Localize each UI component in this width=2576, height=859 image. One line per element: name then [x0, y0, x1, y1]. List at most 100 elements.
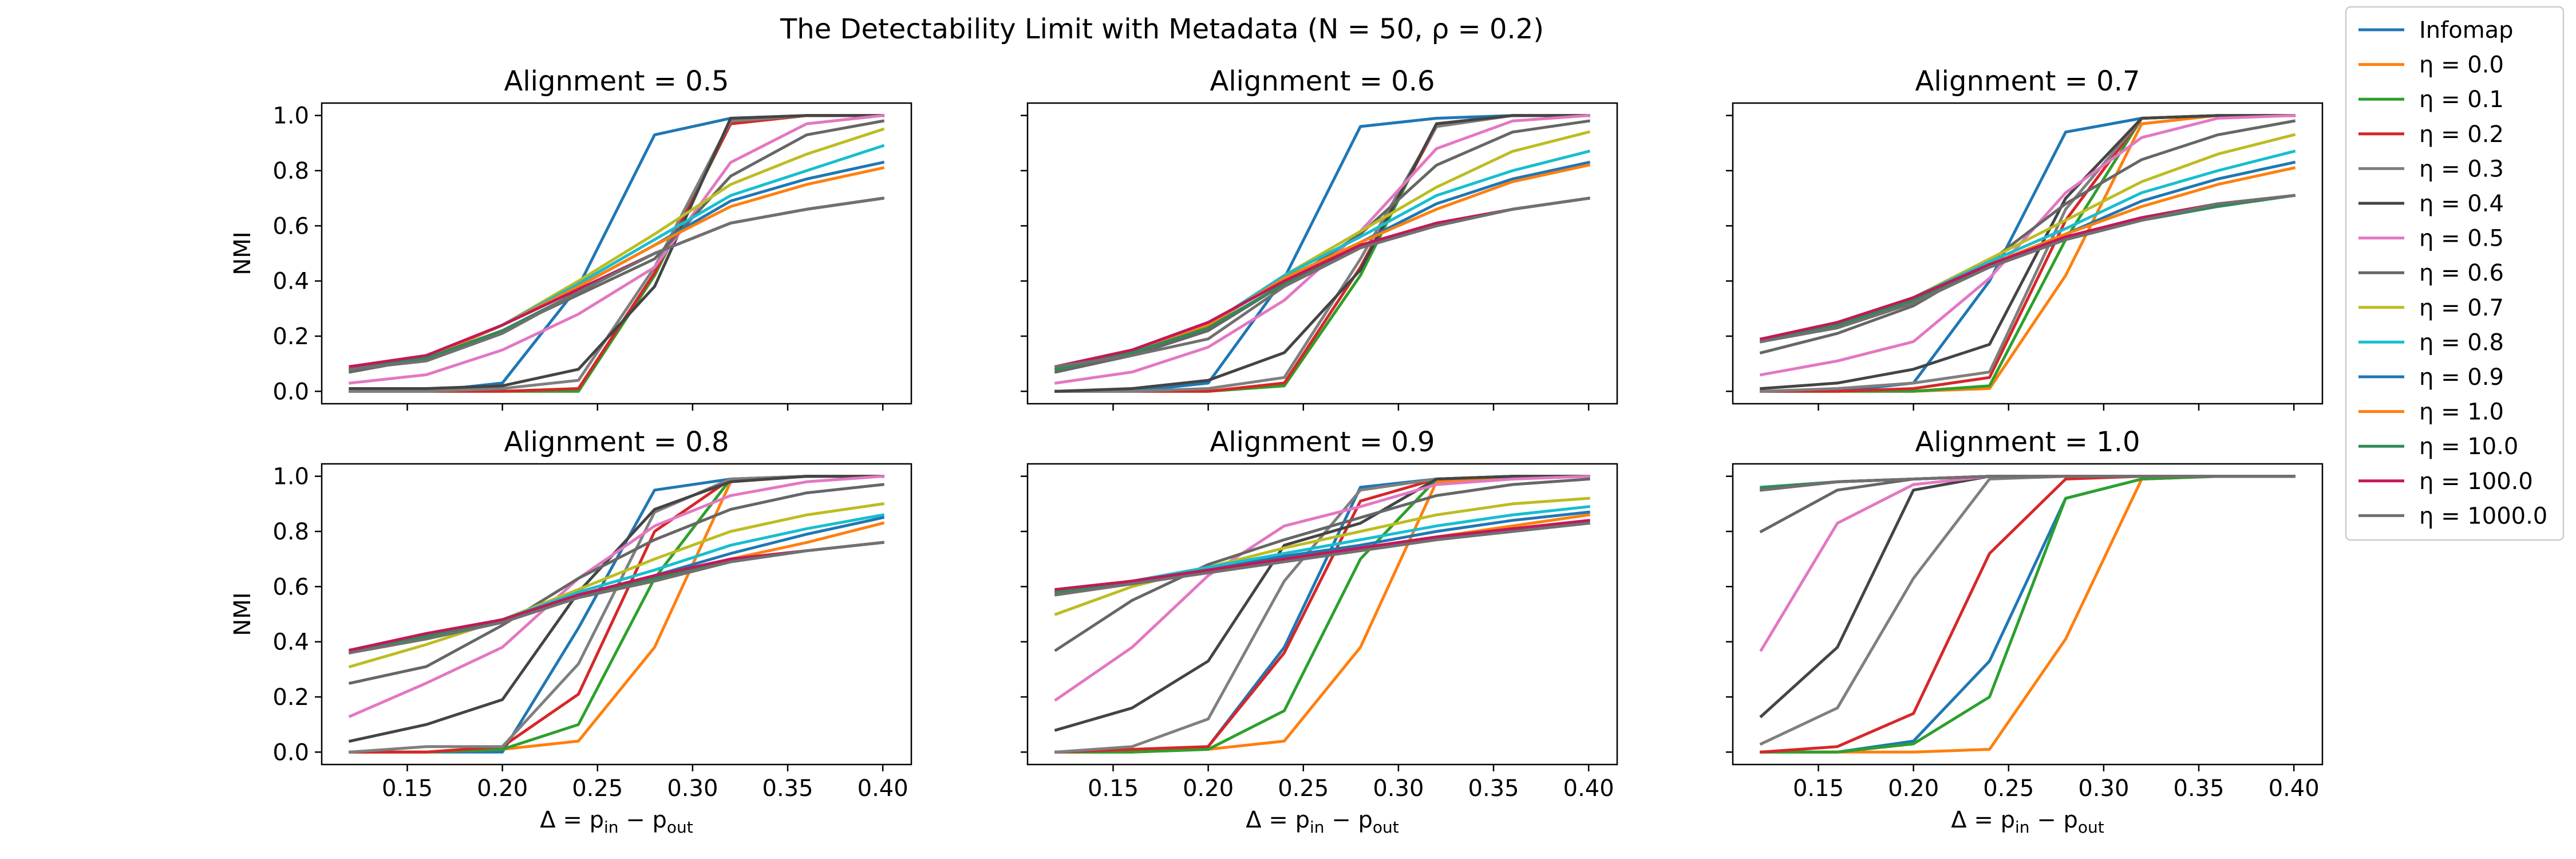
axes-frame — [1026, 102, 1618, 405]
subplot-2: Alignment = 0.6 — [1021, 65, 1618, 411]
legend-label: η = 0.2 — [2419, 121, 2504, 148]
series-line-eta-0-5 — [1759, 114, 2296, 377]
x-tick-label: 0.30 — [667, 775, 718, 802]
series-line-eta-0-6 — [1759, 119, 2296, 354]
legend-label: η = 0.1 — [2419, 86, 2504, 113]
y-tick-label: 0.0 — [272, 739, 309, 766]
series-line-eta-0-5 — [1054, 475, 1590, 702]
legend-label: η = 0.8 — [2419, 329, 2504, 356]
subplot-title: Alignment = 1.0 — [1915, 426, 2140, 458]
legend-label: η = 0.3 — [2419, 156, 2504, 182]
y-tick-label: 0.6 — [272, 574, 309, 600]
x-axis-label: Δ = pin​ − pout​ — [1246, 807, 1398, 837]
x-tick-label: 0.15 — [1793, 775, 1844, 802]
series-lines — [1054, 114, 1591, 393]
x-axis-label: Δ = pin​ − pout​ — [1951, 807, 2104, 837]
x-tick-label: 0.40 — [1563, 775, 1614, 802]
series-line-eta-0-4 — [349, 114, 884, 390]
subplot-6: Alignment = 1.0 0.15 0.20 0.25 0.30 0.35 0.40 Δ… — [1726, 426, 2324, 837]
legend-item-eta-0-3: η = 0.3 — [2358, 156, 2504, 182]
legend-item-eta-1-0: η = 1.0 — [2358, 399, 2504, 425]
x-tick-label: 0.30 — [2078, 775, 2129, 802]
y-tick-label: 0.2 — [272, 684, 309, 711]
series-lines — [348, 475, 885, 754]
series-line-eta-0-7 — [348, 502, 885, 669]
legend-label: η = 10.0 — [2419, 434, 2518, 460]
y-tick-label: 0.8 — [272, 519, 309, 545]
x-tick-label: 0.25 — [1983, 775, 2034, 802]
y-tick-label: 1.0 — [272, 103, 309, 129]
series-line-eta-0-4 — [1054, 114, 1590, 393]
axes-frame — [1026, 463, 1618, 766]
series-line-eta-1000-0 — [349, 196, 885, 371]
legend-label: η = 0.7 — [2419, 295, 2504, 321]
y-tick-label: 0.4 — [272, 629, 309, 656]
series-line-eta-0-5 — [349, 113, 884, 385]
series-line-eta-1000-0 — [1760, 475, 2296, 492]
legend-label: η = 0.6 — [2419, 260, 2504, 286]
series-line-eta-0-6 — [1054, 477, 1590, 652]
x-tick-label: 0.25 — [572, 775, 623, 802]
legend-item-eta-10-0: η = 10.0 — [2358, 434, 2518, 460]
series-lines — [1759, 475, 2296, 754]
x-tick-label: 0.20 — [477, 775, 528, 802]
legend-item-infomap: Infomap — [2358, 17, 2514, 44]
x-tick-label: 0.40 — [858, 775, 908, 802]
subplot-title: Alignment = 0.8 — [504, 426, 729, 458]
y-tick-label: 0.4 — [272, 269, 309, 295]
y-tick-label: 0.2 — [272, 324, 309, 350]
x-tick-label: 0.35 — [2174, 775, 2225, 802]
axes-frame — [321, 463, 912, 766]
subplot-title: Alignment = 0.5 — [504, 65, 729, 97]
legend: Infomap η = 0.0 η = 0.1 η = 0.2 η = 0.3 η = 0… — [2345, 6, 2565, 541]
x-tick-label: 0.15 — [382, 775, 433, 802]
x-tick-label: 0.40 — [2269, 775, 2320, 802]
x-tick-label: 0.20 — [1888, 775, 1939, 802]
legend-item-eta-0-7: η = 0.7 — [2358, 295, 2504, 321]
y-tick-label: 0.0 — [272, 379, 309, 405]
legend-label: η = 0.5 — [2419, 226, 2504, 252]
legend-label: η = 1.0 — [2419, 399, 2504, 425]
legend-item-eta-0-9: η = 0.9 — [2358, 364, 2504, 391]
legend-item-eta-1000-0: η = 1000.0 — [2358, 503, 2547, 529]
legend-item-eta-0-5: η = 0.5 — [2358, 226, 2504, 252]
x-tick-label: 0.30 — [1373, 775, 1424, 802]
y-tick-label: 0.6 — [272, 213, 309, 239]
series-line-eta-0-4 — [1760, 114, 2296, 391]
legend-item-eta-0-4: η = 0.4 — [2358, 191, 2504, 217]
legend-item-eta-0-1: η = 0.1 — [2358, 86, 2504, 113]
subplot-title: Alignment = 0.9 — [1210, 426, 1435, 458]
series-lines — [1054, 475, 1591, 754]
subplot-title: Alignment = 0.7 — [1915, 65, 2140, 97]
x-tick-label: 0.15 — [1088, 775, 1139, 802]
y-tick-label: 0.8 — [272, 158, 309, 184]
y-axis-label: NMI — [230, 231, 256, 275]
legend-label: η = 100.0 — [2419, 468, 2533, 495]
series-line-eta-1000-0 — [1054, 196, 1591, 368]
legend-item-eta-0-6: η = 0.6 — [2358, 260, 2504, 286]
axes-frame — [1732, 463, 2324, 766]
figure-title: The Detectability Limit with Metadata (N… — [780, 13, 1544, 45]
subplot-4: Alignment = 0.8 0.15 0.20 0.25 0.30 0.35 0.40 0… — [230, 426, 912, 837]
series-line-eta-0-6 — [348, 483, 884, 685]
series-line-eta-1000-0 — [1054, 521, 1590, 597]
series-line-eta-0-4 — [1054, 475, 1590, 732]
y-axis-label: NMI — [230, 592, 256, 636]
legend-label: η = 0.9 — [2419, 364, 2504, 391]
subplot-1: Alignment = 0.5 0.0 0.2 0.4 0.6 0.8 1.0 NMI — [230, 65, 912, 411]
legend-label: η = 1000.0 — [2419, 503, 2547, 529]
y-tick-label: 1.0 — [272, 464, 309, 490]
series-line-eta-1000-0 — [348, 541, 884, 655]
axes-frame — [321, 102, 912, 405]
x-tick-label: 0.20 — [1183, 775, 1234, 802]
legend-label: η = 0.0 — [2419, 52, 2504, 78]
x-tick-label: 0.25 — [1278, 775, 1329, 802]
subplot-title: Alignment = 0.6 — [1210, 65, 1435, 97]
x-tick-label: 0.35 — [1468, 775, 1519, 802]
series-line-eta-1000-0 — [1759, 194, 2296, 344]
legend-label: Infomap — [2419, 17, 2514, 44]
legend-item-eta-100-0: η = 100.0 — [2358, 468, 2533, 495]
subplot-3: Alignment = 0.7 — [1726, 65, 2324, 411]
legend-item-eta-0-8: η = 0.8 — [2358, 329, 2504, 356]
